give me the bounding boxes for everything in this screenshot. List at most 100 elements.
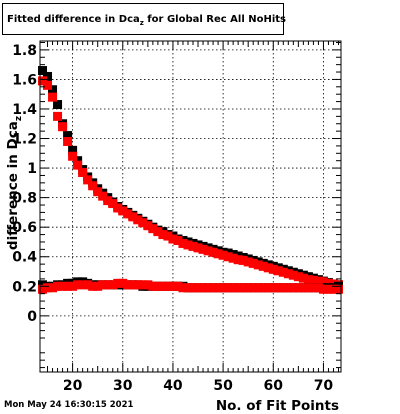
data-point <box>138 218 148 228</box>
data-point <box>48 85 58 95</box>
data-point <box>238 255 248 265</box>
y-tick-label: 0.6 <box>12 220 37 236</box>
data-point <box>78 168 88 178</box>
data-point <box>298 283 308 293</box>
data-point <box>233 283 243 293</box>
data-point <box>323 284 333 294</box>
data-point <box>43 283 53 293</box>
chart-title-box: Fitted difference in Dcaz for Global Rec… <box>2 3 287 35</box>
x-tick-label: 70 <box>314 378 334 394</box>
data-point <box>143 280 153 290</box>
x-tick-label: 60 <box>264 378 284 394</box>
data-point <box>148 281 158 291</box>
data-point <box>283 283 293 293</box>
data-point <box>153 227 163 237</box>
data-point <box>218 283 228 293</box>
data-point <box>98 280 108 290</box>
data-point <box>318 284 328 294</box>
y-tick-label: 1.8 <box>12 43 37 59</box>
data-point <box>313 276 323 286</box>
data-point <box>43 71 53 81</box>
data-point <box>253 260 263 270</box>
data-point <box>158 281 168 291</box>
data-point <box>248 283 258 293</box>
data-point <box>158 230 168 240</box>
x-tick-label: 30 <box>113 378 133 394</box>
data-point <box>268 264 278 274</box>
data-point <box>133 280 143 290</box>
data-point <box>243 257 253 267</box>
data-point <box>188 241 198 251</box>
data-point <box>58 281 68 291</box>
data-point <box>93 281 103 291</box>
data-point <box>83 175 93 185</box>
data-point <box>163 231 173 241</box>
data-point <box>263 283 273 293</box>
data-point <box>313 283 323 293</box>
data-point <box>153 281 163 291</box>
y-tick-label: 1 <box>27 161 37 177</box>
data-point <box>123 280 133 290</box>
y-tick-label: 1.6 <box>12 72 37 88</box>
data-point <box>48 92 58 102</box>
data-point <box>178 283 188 293</box>
data-point <box>103 196 113 206</box>
data-point <box>333 284 343 294</box>
data-point <box>123 209 133 219</box>
data-point <box>213 249 223 259</box>
data-point <box>73 160 83 170</box>
data-point <box>213 283 223 293</box>
data-point <box>308 275 318 285</box>
data-point <box>278 283 288 293</box>
data-point <box>118 206 128 216</box>
data-point <box>193 283 203 293</box>
data-point <box>273 283 283 293</box>
data-point <box>248 258 258 268</box>
y-tick-label: 0.2 <box>12 279 37 295</box>
data-point <box>108 199 118 209</box>
data-point <box>78 280 88 290</box>
y-tick-label: 0.4 <box>12 250 37 266</box>
data-point <box>193 243 203 253</box>
data-point <box>38 284 48 294</box>
data-point <box>93 187 103 197</box>
data-point <box>133 215 143 225</box>
data-point <box>38 76 48 86</box>
grid-lines <box>40 41 341 372</box>
data-point <box>38 66 48 76</box>
data-point <box>163 281 173 291</box>
data-point <box>113 278 123 288</box>
data-point <box>128 280 138 290</box>
data-point <box>273 266 283 276</box>
data-point <box>228 253 238 263</box>
data-point <box>293 283 303 293</box>
data-point <box>143 221 153 231</box>
data-point <box>283 269 293 279</box>
data-point <box>63 131 73 141</box>
data-point <box>228 283 238 293</box>
x-tick-label: 50 <box>213 378 233 394</box>
data-point <box>258 283 268 293</box>
data-point <box>53 111 63 121</box>
data-point <box>208 247 218 257</box>
data-point <box>243 283 253 293</box>
x-tick-label: 40 <box>163 378 183 394</box>
data-point <box>223 283 233 293</box>
y-tick-label: 0.8 <box>12 191 37 207</box>
data-point <box>88 181 98 191</box>
data-point <box>63 281 73 291</box>
y-tick-label: 1.4 <box>12 102 37 118</box>
data-point <box>63 136 73 146</box>
data-point <box>173 235 183 245</box>
data-point <box>58 122 68 132</box>
data-point <box>138 280 148 290</box>
chart-title: Fitted difference in Dcaz for Global Rec… <box>7 14 287 27</box>
data-point <box>178 238 188 248</box>
data-point <box>233 255 243 265</box>
data-point <box>183 240 193 250</box>
data-point <box>223 252 233 262</box>
data-point <box>288 283 298 293</box>
data-point <box>268 283 278 293</box>
data-point <box>103 280 113 290</box>
